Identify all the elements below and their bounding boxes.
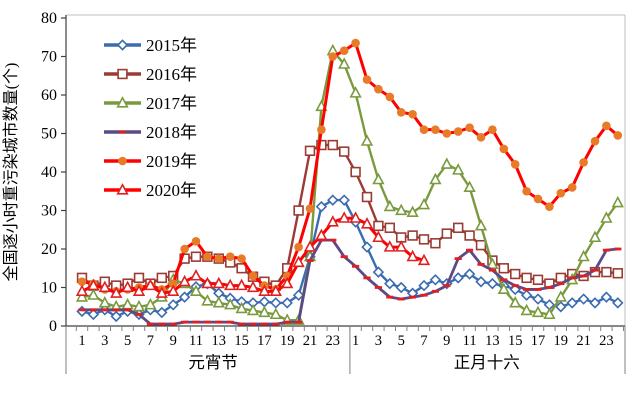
y-tick-label: 0 (49, 318, 57, 335)
y-tick-label: 70 (41, 49, 57, 66)
y-tick-label: 80 (41, 10, 57, 27)
day-label: 元宵节 (188, 353, 238, 372)
x-tick-label: 13 (485, 333, 500, 349)
x-tick-label: 23 (326, 333, 341, 349)
legend-item-2019年: 2019年 (104, 152, 197, 171)
x-tick-label: 21 (303, 333, 318, 349)
legend-item-2020年: 2020年 (104, 181, 197, 200)
series-2015年 (76, 194, 624, 323)
x-tick-label: 19 (554, 333, 569, 349)
legend-label: 2017年 (146, 94, 197, 113)
x-tick-label: 3 (101, 333, 108, 349)
x-tick-label: 15 (234, 333, 249, 349)
x-tick-label: 3 (375, 333, 382, 349)
day-label: 正月十六 (454, 353, 520, 372)
x-tick-label: 7 (420, 333, 427, 349)
legend-label: 2020年 (146, 181, 197, 200)
y-tick-label: 10 (41, 280, 57, 297)
x-tick-label: 5 (124, 333, 131, 349)
x-tick-label: 19 (280, 333, 295, 349)
x-tick-label: 1 (78, 333, 85, 349)
x-tick-label: 5 (398, 333, 405, 349)
x-tick-label: 23 (599, 333, 614, 349)
y-tick-label: 20 (41, 241, 57, 258)
x-tick-label: 9 (170, 333, 177, 349)
x-tick-label: 17 (257, 333, 272, 349)
y-tick-label: 30 (41, 203, 57, 220)
y-axis: 0 10 20 30 40 50 60 70 80 (41, 10, 66, 335)
y-tick-label: 40 (41, 164, 57, 181)
x-tick-label: 13 (212, 333, 227, 349)
legend-label: 2019年 (146, 152, 197, 171)
y-axis-title: 全国逐小时重污染城市数量(个) (2, 63, 20, 282)
y-tick-label: 50 (41, 126, 57, 143)
legend-label: 2018年 (146, 123, 197, 142)
legend-label: 2015年 (146, 36, 197, 55)
series-2020年 (75, 211, 431, 298)
x-tick-label: 9 (443, 333, 450, 349)
legend: 2015年 2016年 2017年 2018年 2019年 2020年 (104, 36, 197, 200)
legend-item-2018年: 2018年 (104, 123, 197, 142)
legend-item-2017年: 2017年 (104, 94, 197, 113)
series-2018年 (78, 238, 622, 326)
x-tick-label: 11 (463, 333, 477, 349)
x-tick-label: 21 (576, 333, 591, 349)
legend-label: 2016年 (146, 65, 197, 84)
x-tick-label: 7 (147, 333, 154, 349)
legend-item-2015年: 2015年 (104, 36, 197, 55)
x-tick-label: 11 (189, 333, 203, 349)
legend-item-2016年: 2016年 (104, 65, 197, 84)
y-tick-label: 60 (41, 87, 57, 104)
x-tick-label: 15 (508, 333, 523, 349)
x-tick-label: 17 (531, 333, 546, 349)
x-tick-label: 1 (352, 333, 359, 349)
